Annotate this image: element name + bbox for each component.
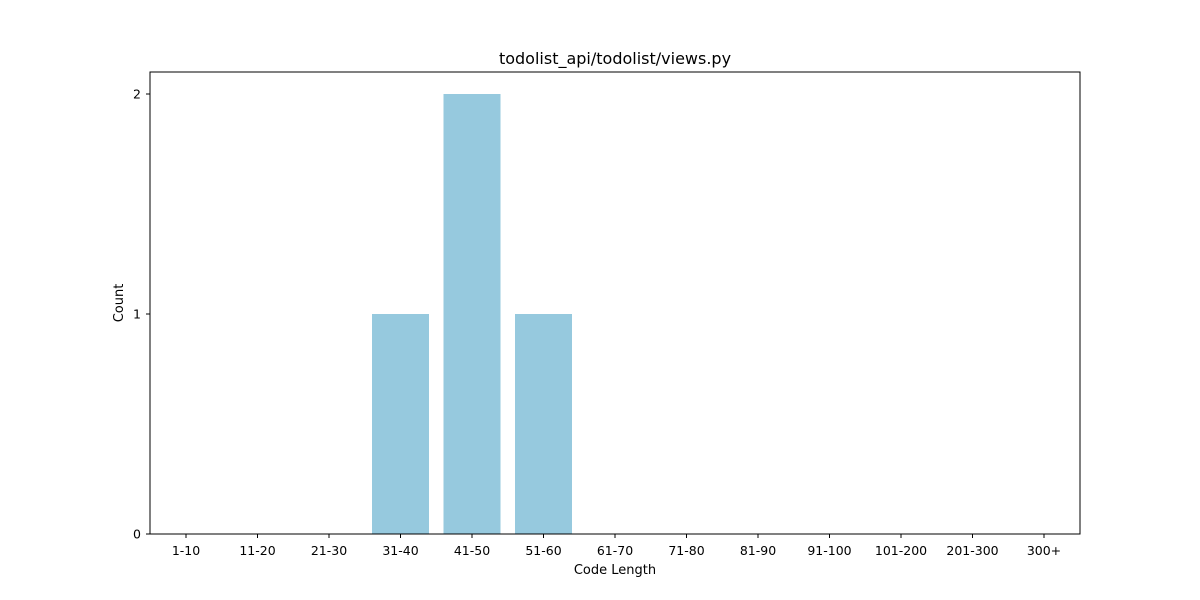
y-axis-ticks: 0 1 2 <box>133 87 150 542</box>
bars-group <box>372 94 572 534</box>
y-tick-label: 0 <box>133 527 141 542</box>
y-tick-label: 1 <box>133 307 141 322</box>
x-tick-label: 201-300 <box>946 543 998 558</box>
plot-frame <box>149 71 1081 535</box>
x-tick-label: 31-40 <box>382 543 418 558</box>
chart-title: todolist_api/todolist/views.py <box>499 49 731 69</box>
bar-51-60 <box>515 314 572 534</box>
y-tick-label: 2 <box>133 87 141 102</box>
x-tick-label: 91-100 <box>807 543 851 558</box>
x-tick-label: 101-200 <box>875 543 927 558</box>
bar-41-50 <box>443 94 501 534</box>
x-tick-label: 11-20 <box>239 543 275 558</box>
x-tick-label: 71-80 <box>668 543 704 558</box>
x-axis-label: Code Length <box>574 563 656 578</box>
x-tick-label: 81-90 <box>740 543 776 558</box>
x-tick-label: 21-30 <box>311 543 347 558</box>
y-axis-label: Count <box>112 284 127 323</box>
x-tick-label: 41-50 <box>454 543 490 558</box>
x-tick-label: 1-10 <box>172 543 200 558</box>
x-tick-label: 51-60 <box>525 543 561 558</box>
x-tick-label: 300+ <box>1027 543 1061 558</box>
bar-31-40 <box>372 314 429 534</box>
x-tick-label: 61-70 <box>597 543 633 558</box>
x-axis-ticks: 1-10 11-20 21-30 31-40 41-50 51-60 61-70 71-80 8… <box>172 534 1061 558</box>
